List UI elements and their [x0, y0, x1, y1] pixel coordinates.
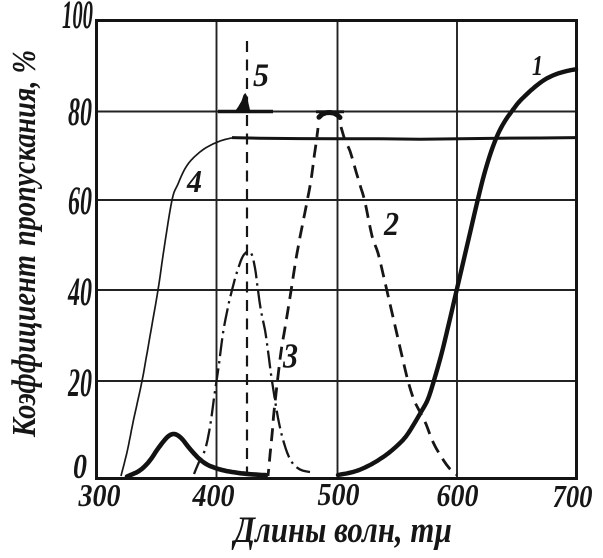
- svg-text:5: 5: [253, 58, 269, 94]
- svg-text:Коэффициент: Коэффициент: [6, 255, 43, 438]
- svg-text:80: 80: [68, 89, 92, 134]
- svg-text:500: 500: [318, 476, 360, 512]
- svg-text:пропускания, %: пропускания, %: [6, 50, 43, 246]
- svg-text:20: 20: [67, 360, 92, 405]
- svg-text:40: 40: [67, 269, 92, 314]
- svg-text:100: 100: [62, 0, 93, 37]
- svg-text:Длины волн, тµ: Длины волн, тµ: [232, 510, 452, 551]
- svg-text:3: 3: [282, 337, 298, 376]
- svg-text:700: 700: [553, 478, 593, 514]
- svg-text:300: 300: [78, 477, 121, 513]
- svg-text:400: 400: [192, 477, 235, 513]
- svg-text:0: 0: [73, 447, 87, 486]
- svg-text:1: 1: [532, 50, 543, 82]
- svg-text:2: 2: [383, 206, 399, 243]
- svg-text:600: 600: [437, 477, 479, 513]
- svg-text:4: 4: [186, 163, 202, 199]
- svg-text:60: 60: [68, 178, 92, 223]
